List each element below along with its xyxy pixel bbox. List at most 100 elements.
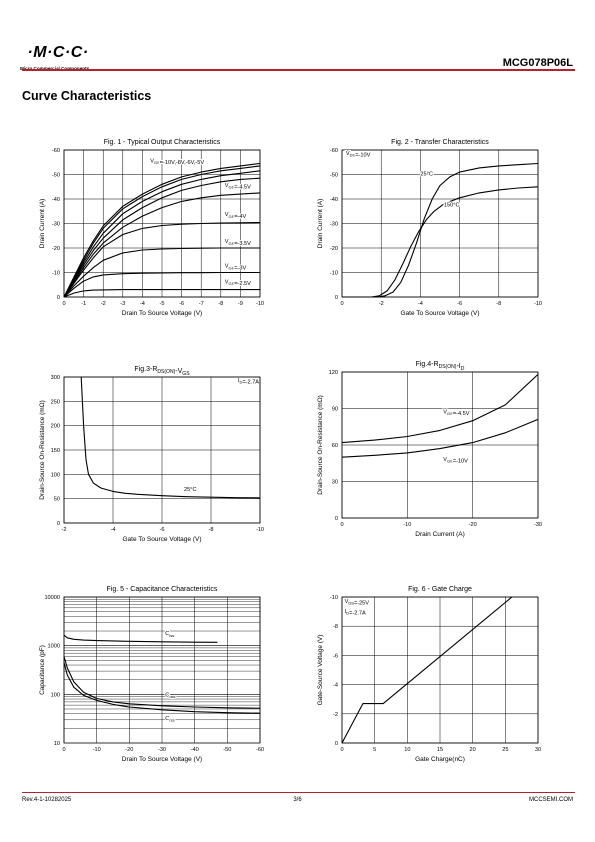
y-tick-label: -2	[333, 712, 338, 718]
series-line	[342, 186, 539, 298]
plot-frame	[341, 371, 539, 519]
y-tick-label: 10000	[44, 595, 60, 601]
x-tick-label: -10	[534, 301, 542, 307]
y-tick-label: -40	[52, 197, 60, 203]
y-axis-label: Drain Current (A)	[39, 199, 46, 248]
x-tick-label: 0	[62, 301, 65, 307]
x-tick-label: 5	[373, 747, 376, 753]
series-line	[80, 376, 261, 499]
y-tick-label: -40	[330, 197, 338, 203]
series-line	[341, 373, 539, 444]
series-line	[63, 177, 261, 298]
series-line	[63, 165, 261, 298]
series-line	[63, 221, 261, 298]
y-tick-label: -50	[330, 173, 338, 179]
y-tick-label: 60	[332, 443, 338, 449]
plot-frame	[63, 596, 261, 744]
series-line	[63, 289, 260, 298]
series-line	[63, 247, 260, 298]
y-tick-label: -4	[333, 683, 338, 689]
series-line	[342, 162, 539, 298]
plot-frame	[63, 149, 261, 298]
annotation-label: VGS=-10V,-8V,-6V,-5V	[150, 158, 204, 166]
x-tick-label: 0	[340, 301, 343, 307]
plot-frame	[341, 149, 539, 298]
footer-page-number: 3/6	[293, 797, 302, 803]
annotation-label: Coss	[165, 693, 175, 700]
x-tick-label: -4	[111, 527, 116, 533]
y-axis-label: Gate-Source Voltage (V)	[317, 635, 324, 706]
x-tick-label: -30	[534, 522, 542, 528]
x-tick-label: -7	[199, 301, 204, 307]
y-tick-label: 100	[51, 692, 60, 698]
y-tick-label: -8	[333, 624, 338, 630]
y-tick-label: 50	[54, 497, 60, 503]
annotation-label: VGS=-4V	[225, 212, 247, 220]
chart-fig1: 0 -1 -2 -3 -4 -5 -6 -7 -8 -9 -10 0 -10 -20 -30 -40 -50 -6…	[39, 139, 264, 317]
x-tick-label: -20	[125, 747, 133, 753]
y-tick-label: 1000	[48, 644, 60, 650]
x-axis-label: Gate To Source Voltage (V)	[122, 536, 201, 543]
x-tick-label: 0	[340, 747, 343, 753]
y-tick-label: 200	[51, 424, 60, 430]
y-tick-label: -10	[52, 271, 60, 277]
x-tick-label: -10	[256, 301, 264, 307]
y-tick-label: -20	[52, 246, 60, 252]
header-divider	[22, 69, 575, 71]
annotation-label: VGS=-3.5V	[225, 239, 251, 247]
x-axis-label: Gate To Source Voltage (V)	[400, 310, 479, 317]
y-tick-label: 0	[335, 741, 338, 747]
x-tick-label: -6	[179, 301, 184, 307]
y-tick-label: -50	[52, 173, 60, 179]
series-line	[63, 162, 261, 298]
chart-fig4: 0 -10 -20 -30 0 30 60 90 120 Drain Current (A) Dra…	[317, 361, 542, 538]
annotation-label: 25°C	[420, 172, 433, 178]
x-tick-label: 15	[437, 747, 443, 753]
x-tick-label: 0	[340, 522, 343, 528]
series-line	[341, 418, 539, 458]
x-axis-label: Drain Current (A)	[415, 531, 464, 538]
x-axis-label: Drain To Source Voltage (V)	[122, 756, 202, 763]
x-tick-label: -8	[209, 527, 214, 533]
y-tick-label: 120	[329, 370, 338, 376]
series-line	[63, 662, 261, 714]
y-tick-label: -20	[330, 246, 338, 252]
x-tick-label: -10	[93, 747, 101, 753]
series-line	[341, 596, 513, 744]
y-tick-label: -6	[333, 653, 338, 659]
y-tick-label: -10	[330, 595, 338, 601]
annotation-label: VGS=-3V	[225, 264, 247, 272]
annotation-label: Ciss	[165, 631, 174, 638]
x-tick-label: -2	[101, 301, 106, 307]
x-tick-label: -10	[256, 527, 264, 533]
y-tick-label: 0	[335, 295, 338, 301]
x-tick-label: -2	[379, 301, 384, 307]
y-tick-label: 150	[51, 448, 60, 454]
series-line	[63, 634, 218, 643]
chart-title: Fig. 5 - Capacitance Characteristics	[107, 586, 218, 593]
y-tick-label: 0	[57, 521, 60, 527]
chart-fig3: -2 -4 -6 -8 -10 0 50 100 150 200 250 300 Gate To Sou…	[39, 366, 264, 543]
y-tick-label: -30	[52, 222, 60, 228]
annotation-label: VGS=-4.5V	[443, 409, 469, 417]
company-logo-subtitle: Micro Commercial Components	[20, 66, 89, 71]
y-tick-label: 250	[51, 399, 60, 405]
x-tick-label: 30	[535, 747, 541, 753]
chart-title: Fig. 6 - Gate Charge	[408, 586, 472, 593]
annotation-label: ID=-2.7A	[238, 378, 259, 386]
x-tick-label: -2	[62, 527, 67, 533]
chart-title: Fig.4-RDS(ON)-ID	[416, 361, 465, 372]
x-tick-label: 25	[502, 747, 508, 753]
y-axis-label: Drain-Source On-Resistance (mΩ)	[317, 395, 324, 495]
x-tick-label: -1	[81, 301, 86, 307]
y-tick-label: 300	[51, 375, 60, 381]
y-tick-label: -10	[330, 271, 338, 277]
x-tick-label: -60	[256, 747, 264, 753]
series-line	[63, 656, 261, 709]
x-tick-label: 10	[404, 747, 410, 753]
x-tick-label: -3	[120, 301, 125, 307]
x-tick-label: -6	[457, 301, 462, 307]
x-tick-label: -9	[238, 301, 243, 307]
series-line	[63, 192, 261, 298]
part-number: MCG078P06L	[502, 57, 573, 69]
